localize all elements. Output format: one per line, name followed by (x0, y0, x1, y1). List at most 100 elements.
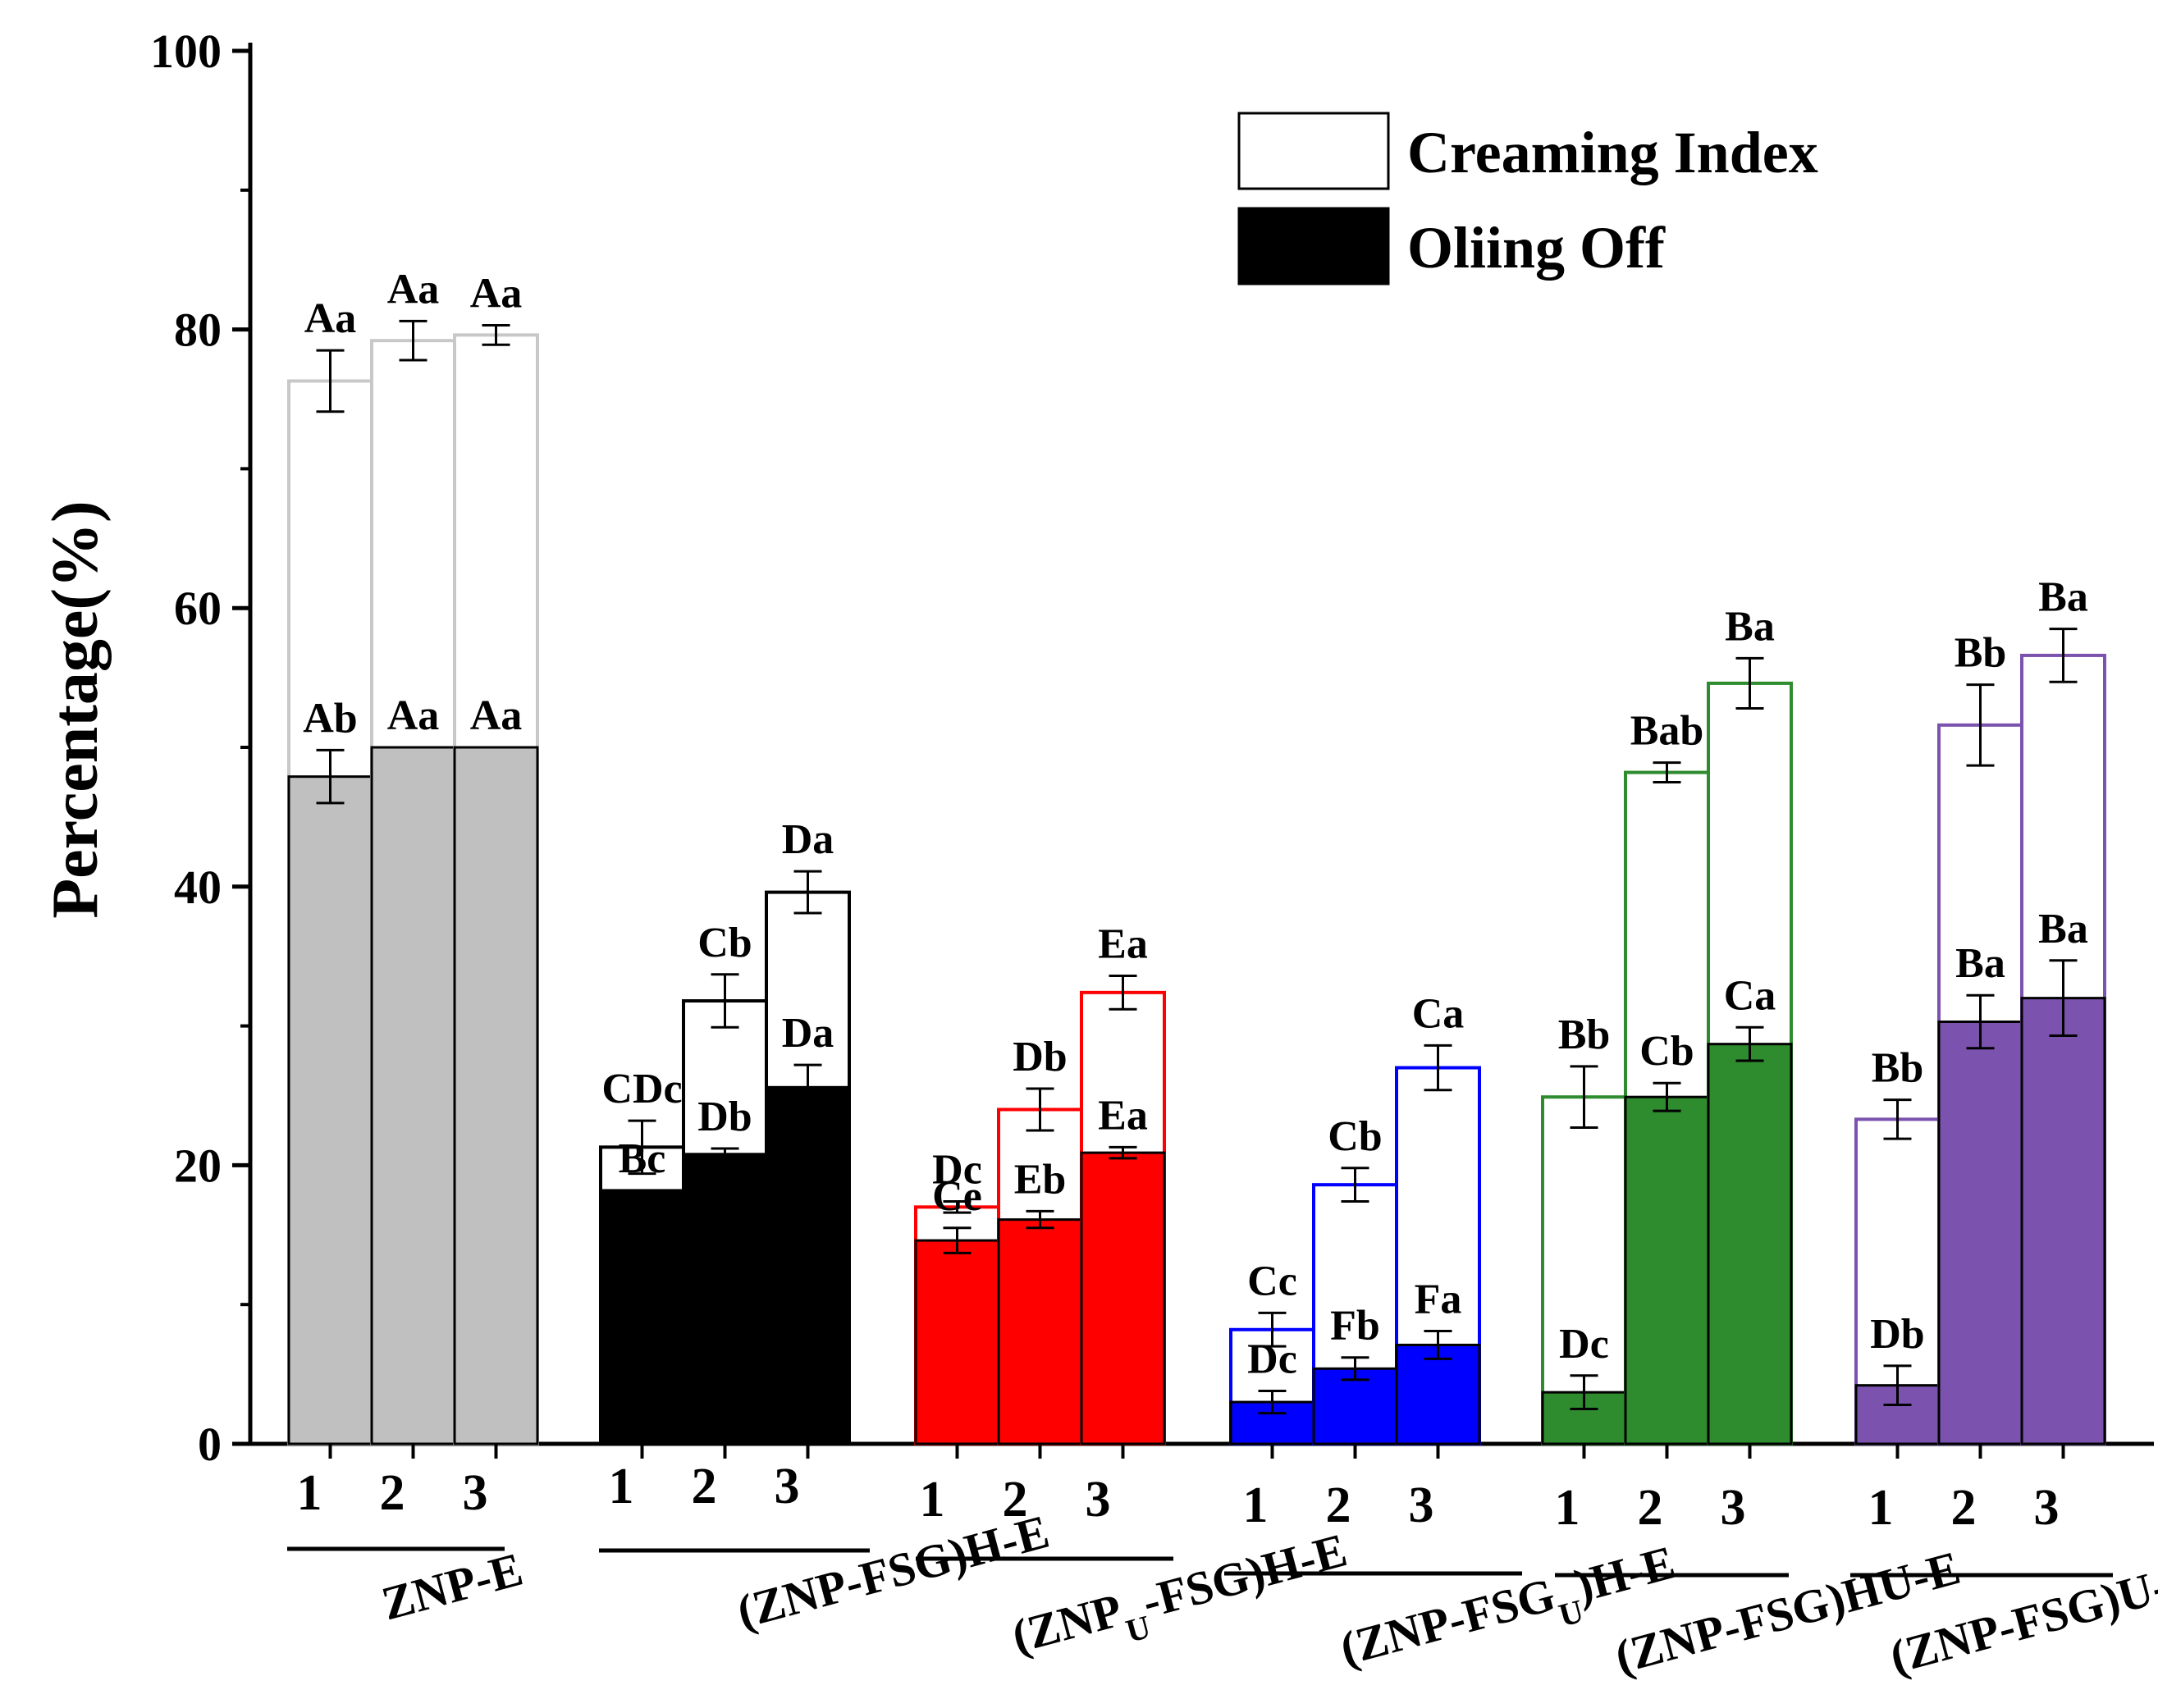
oiling-error-bar (793, 1063, 822, 1111)
creaming-error-bar (943, 1200, 972, 1214)
y-tick-label: 60 (174, 582, 222, 635)
y-axis-label: Percentage(%) (39, 500, 112, 918)
category-label: 2 (1326, 1477, 1351, 1533)
category-label: 2 (692, 1459, 717, 1514)
group-label-part: ZNP-E (377, 1542, 528, 1631)
creaming-significance-label: Ba (1725, 603, 1775, 650)
creaming-significance-label: Bb (1872, 1045, 1924, 1092)
creaming-error-bar (399, 319, 427, 362)
creaming-error-bar (711, 973, 739, 1029)
legend-label-oiling: Oliing Off (1407, 215, 1666, 281)
y-tick-label: 40 (174, 861, 222, 914)
creaming-error-bar (1570, 1065, 1598, 1130)
creaming-error-bar (1026, 1087, 1054, 1132)
oiling-significance-label: Ab (303, 695, 357, 742)
group-label-part: (ZNP-FSG (1335, 1568, 1561, 1676)
category-label: 2 (1638, 1480, 1663, 1536)
creaming-significance-label: Cb (1328, 1113, 1382, 1160)
oiling-significance-label: Ba (2038, 906, 2088, 952)
oiling-significance-label: Aa (387, 692, 440, 739)
oiling-significance-label: Eb (1014, 1156, 1067, 1203)
oiling-significance-label: Cb (1639, 1028, 1694, 1075)
category-label: 3 (1409, 1477, 1434, 1533)
group-label: (ZNPU-FSG)H-E (1007, 1523, 1356, 1678)
oiling-significance-label: Da (782, 1010, 834, 1057)
creaming-significance-label: Cb (697, 920, 752, 966)
oiling-bar (1624, 1095, 1710, 1445)
legend: Creaming Index Oliing Off (1237, 112, 1818, 285)
oiling-bar (599, 1189, 685, 1445)
category-label: 3 (775, 1459, 800, 1514)
oiling-significance-label: Bc (619, 1135, 666, 1182)
creaming-significance-label: Ca (1412, 990, 1465, 1037)
category-label: 1 (1243, 1477, 1269, 1533)
category-label: 1 (1868, 1480, 1894, 1536)
creaming-significance-label: CDc (601, 1066, 682, 1112)
oiling-error-bar (1735, 1025, 1764, 1062)
creaming-error-bar (482, 324, 510, 346)
y-tick-label: 100 (150, 25, 222, 78)
creaming-error-bar (793, 870, 822, 915)
oiling-error-bar (1424, 1329, 1452, 1360)
category-label: 1 (920, 1472, 945, 1528)
oiling-significance-label: Db (1870, 1311, 1924, 1358)
oiling-significance-label: Ba (1955, 940, 2005, 987)
creaming-error-bar (1735, 656, 1764, 710)
category-label: 2 (380, 1465, 405, 1521)
creaming-error-bar (1883, 1098, 1912, 1140)
creaming-significance-label: Bb (1558, 1012, 1611, 1058)
oiling-bar (914, 1239, 1000, 1445)
creaming-significance-label: Bab (1630, 708, 1704, 755)
category-label: 3 (463, 1465, 488, 1521)
group-label-part: (ZNP (1007, 1583, 1128, 1664)
oiling-bar (997, 1218, 1083, 1445)
creaming-significance-label: Bb (1955, 630, 2007, 677)
oiling-significance-label: Aa (470, 692, 523, 739)
oiling-bar (682, 1153, 768, 1445)
axes: 0 20 40 60 80 100 (150, 25, 2154, 1471)
oiling-error-bar (1341, 1356, 1369, 1381)
y-tick-label: 20 (174, 1139, 222, 1192)
creaming-significance-label: Aa (304, 295, 357, 342)
oiling-significance-label: Ca (1724, 972, 1776, 1019)
oiling-error-bar (1966, 993, 1995, 1050)
oiling-bar (1707, 1043, 1793, 1445)
creaming-significance-label: Dc (932, 1147, 982, 1194)
creaming-error-bar (1966, 683, 1995, 767)
creaming-error-bar (316, 349, 345, 413)
oiling-bar (287, 775, 373, 1445)
oiling-bar (453, 746, 539, 1445)
oiling-bar (765, 1085, 851, 1445)
oiling-error-bar (1883, 1364, 1912, 1406)
oiling-significance-label: Dc (1559, 1321, 1609, 1368)
oiling-error-bar (2049, 959, 2078, 1037)
oiling-significance-label: Ce (932, 1173, 982, 1220)
oiling-error-bar (1026, 1209, 1054, 1230)
category-label: 2 (1003, 1472, 1028, 1528)
category-label: 3 (1721, 1480, 1746, 1536)
creaming-significance-label: Ba (2038, 574, 2088, 621)
creaming-error-bar (1424, 1044, 1452, 1092)
oiling-error-bar (316, 748, 345, 805)
creaming-significance-label: Ea (1098, 920, 1148, 967)
creaming-error-bar (1341, 1167, 1369, 1203)
oiling-bar (1080, 1151, 1166, 1445)
creaming-error-bar (1258, 1311, 1287, 1348)
creaming-error-bar (1653, 761, 1681, 783)
category-label: 2 (1951, 1480, 1977, 1536)
creaming-error-bar (628, 1119, 656, 1176)
oiling-significance-label: Ea (1098, 1092, 1148, 1139)
bars-layer: AaAb1AaAa2AaAa3ZNP-ECDcBc1CbDb2DaDa3(ZNP… (287, 266, 2158, 1684)
bar-group-1: Aa Ab 1 Aa Aa 2 Aa Aa 3 ZNP-E (287, 266, 539, 1631)
category-label: 1 (609, 1459, 634, 1514)
creaming-significance-label: Cc (1247, 1258, 1297, 1304)
creaming-error-bar (1109, 974, 1137, 1011)
oiling-significance-label: Fa (1415, 1276, 1462, 1322)
category-label: 1 (297, 1465, 322, 1521)
oiling-significance-label: Db (697, 1094, 752, 1140)
oiling-error-bar (943, 1226, 972, 1254)
group-label-part: -FSG)H-E (1136, 1523, 1352, 1628)
